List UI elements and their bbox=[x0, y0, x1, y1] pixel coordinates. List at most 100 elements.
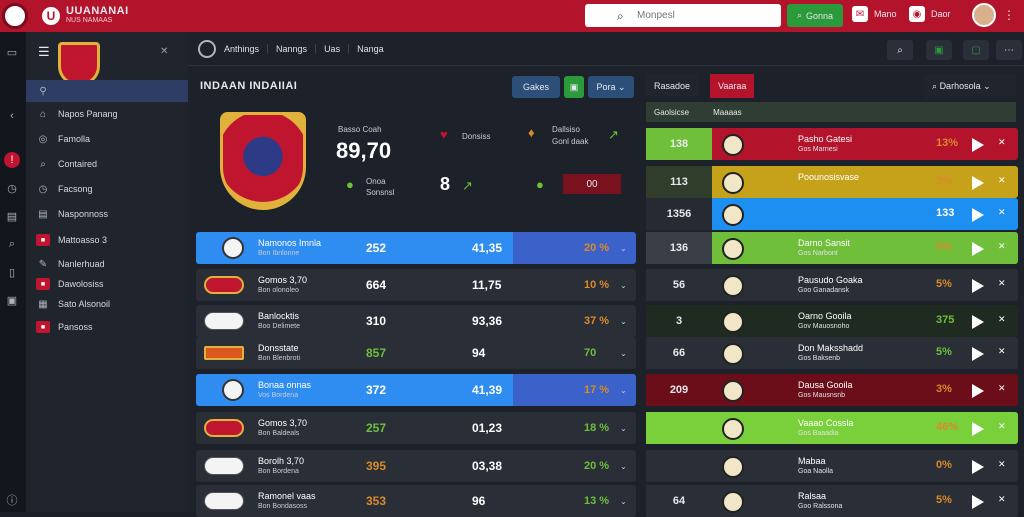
user-link[interactable]: ◉ Daor bbox=[909, 6, 951, 22]
table-row[interactable]: Gomos 3,70 Bon Baldeals 257 01,23 18 % ⌄ bbox=[196, 412, 636, 444]
close-icon[interactable]: ✕ bbox=[998, 241, 1006, 251]
tab-3[interactable]: Nanga bbox=[357, 43, 384, 54]
doc-icon[interactable]: ▯ bbox=[8, 266, 16, 279]
list-item[interactable]: Vaaao Cossla Gos Baaadia 46% ✕ bbox=[646, 412, 1018, 444]
list-item[interactable]: 3 Oarno Gooila Gov Mauosnoho 375 ✕ bbox=[646, 305, 1018, 337]
sidebar-item-7[interactable]: ✎ Nanlerhuad bbox=[26, 253, 188, 275]
back-icon[interactable]: ‹ bbox=[10, 110, 14, 122]
table-row[interactable]: Namonos Imnla Bon Ibnlonne 252 41,35 20 % ⌄ bbox=[196, 232, 636, 264]
brand-name: UUANANAI bbox=[66, 5, 129, 17]
play-icon[interactable] bbox=[972, 176, 984, 190]
close-icon[interactable]: ✕ bbox=[998, 207, 1006, 217]
table-row[interactable]: Borolh 3,70 Bon Bordena 395 03,38 20 % ⌄ bbox=[196, 450, 636, 482]
list-item[interactable]: 56 Pausudo Goaka Goo Ganadansk 5% ✕ bbox=[646, 269, 1018, 301]
chevron-down-icon[interactable]: ⌄ bbox=[620, 385, 627, 395]
row-percent: 13% bbox=[936, 137, 959, 149]
sidebar-item-5[interactable]: ▤ Nasponnoss bbox=[26, 203, 188, 225]
sidebar-item-3[interactable]: ⌕ Contaired bbox=[26, 153, 188, 175]
close-icon[interactable]: ✕ bbox=[998, 175, 1006, 185]
tab-0[interactable]: Anthings bbox=[216, 43, 269, 54]
tab-1[interactable]: Nanngs bbox=[268, 43, 317, 54]
go-button[interactable]: ⌕ Gonna bbox=[787, 4, 843, 27]
chart-icon[interactable]: ▣ bbox=[926, 40, 952, 60]
sidebar-item-1[interactable]: ⌂ Napos Panang bbox=[26, 103, 188, 125]
brand[interactable]: U UUANANAI NUS NAMAAS bbox=[42, 6, 129, 26]
close-icon[interactable]: ✕ bbox=[998, 346, 1006, 356]
collapse-icon[interactable]: ✕ bbox=[160, 46, 169, 57]
search-icon[interactable]: ⌕ bbox=[887, 40, 913, 60]
close-icon[interactable]: ✕ bbox=[998, 278, 1006, 288]
play-icon[interactable] bbox=[972, 315, 984, 329]
check-icon[interactable]: ▣ bbox=[564, 76, 584, 98]
games-button[interactable]: Gakes bbox=[512, 76, 560, 98]
list-item[interactable]: 1356 133 ✕ bbox=[646, 198, 1018, 230]
tab-2[interactable]: Uas bbox=[316, 43, 350, 54]
table-row[interactable]: Donsstate Bon Blenbroti 857 94 70 ⌄ bbox=[196, 337, 636, 369]
sidebar-item-2[interactable]: ◎ Famolla bbox=[26, 128, 188, 150]
play-icon[interactable] bbox=[972, 384, 984, 398]
table-row[interactable]: Banlocktis Boo Delimete 310 93,36 37 % ⌄ bbox=[196, 305, 636, 337]
close-icon[interactable]: ✕ bbox=[998, 383, 1006, 393]
filter-search[interactable]: ⌕ Darhosola ⌄ bbox=[924, 74, 1016, 98]
list-item[interactable]: Mabaa Goa Naolla 0% ✕ bbox=[646, 450, 1018, 482]
play-icon[interactable] bbox=[972, 460, 984, 474]
close-icon[interactable]: ✕ bbox=[998, 137, 1006, 147]
filter-dropdown[interactable]: Pora ⌄ bbox=[588, 76, 634, 98]
menu-icon[interactable]: ☰ bbox=[38, 44, 50, 59]
sidebar-item-4[interactable]: ◷ Facsong bbox=[26, 178, 188, 200]
play-icon[interactable] bbox=[972, 242, 984, 256]
panel-icon[interactable]: ▭ bbox=[6, 46, 18, 59]
chevron-down-icon[interactable]: ⌄ bbox=[620, 316, 627, 326]
alert-icon[interactable]: ! bbox=[4, 152, 20, 168]
close-icon[interactable]: ✕ bbox=[998, 494, 1006, 504]
messages-link[interactable]: ✉ Mano bbox=[852, 6, 897, 22]
row-percent: 133 bbox=[936, 207, 955, 219]
avatar[interactable] bbox=[972, 3, 996, 27]
close-icon[interactable]: ✕ bbox=[998, 314, 1006, 324]
more-icon[interactable]: ⋮ bbox=[1003, 8, 1015, 22]
clock-icon[interactable]: ◷ bbox=[7, 182, 17, 195]
sidebar-item-0[interactable]: ⚲ bbox=[26, 80, 188, 102]
table-row[interactable]: Ramonel vaas Bon Bondasoss 353 96 13 % ⌄ bbox=[196, 485, 636, 517]
sidebar-item-10[interactable]: ■ Pansoss bbox=[26, 316, 188, 338]
lock-icon[interactable]: ▣ bbox=[6, 294, 18, 307]
club-logo[interactable] bbox=[2, 3, 28, 29]
list-item[interactable]: 64 Ralsaa Goo Ralssona 5% ✕ bbox=[646, 485, 1018, 517]
table-row[interactable]: Bonaa onnas Vos Bordena 372 41,39 17 % ⌄ bbox=[196, 374, 636, 406]
chevron-down-icon[interactable]: ⌄ bbox=[620, 496, 627, 506]
chevron-down-icon[interactable]: ⌄ bbox=[620, 461, 627, 471]
play-icon[interactable] bbox=[972, 495, 984, 509]
sidebar-item-8[interactable]: ■ Dawolosiss bbox=[26, 273, 188, 295]
chevron-down-icon[interactable]: ⌄ bbox=[620, 243, 627, 253]
target-icon[interactable] bbox=[198, 39, 216, 58]
play-icon[interactable] bbox=[972, 279, 984, 293]
search-box[interactable]: ⌕ bbox=[585, 4, 781, 27]
file-icon[interactable]: ▤ bbox=[6, 210, 18, 223]
list-item[interactable]: 209 Dausa Gooila Gos Mausnsnb 3% ✕ bbox=[646, 374, 1018, 406]
chevron-down-icon[interactable]: ⌄ bbox=[620, 423, 627, 433]
table-row[interactable]: Gomos 3,70 Bon olonoleo 664 11,75 10 % ⌄ bbox=[196, 269, 636, 301]
chevron-down-icon: ⌄ bbox=[617, 81, 626, 92]
close-icon[interactable]: ✕ bbox=[998, 459, 1006, 469]
search-input[interactable] bbox=[637, 10, 777, 21]
sidebar-item-9[interactable]: ▦ Sato Alsonoil bbox=[26, 293, 188, 315]
list-item[interactable]: 113 Poounosisvase 3% ✕ bbox=[646, 166, 1018, 198]
info-icon[interactable]: ⓘ bbox=[6, 495, 18, 507]
play-icon[interactable] bbox=[972, 208, 984, 222]
window-icon[interactable]: ▢ bbox=[963, 40, 989, 60]
chevron-down-icon[interactable]: ⌄ bbox=[620, 348, 627, 358]
chevron-down-icon[interactable]: ⌄ bbox=[620, 280, 627, 290]
search-icon[interactable]: ⌕ bbox=[8, 237, 16, 250]
play-icon[interactable] bbox=[972, 422, 984, 436]
play-icon[interactable] bbox=[972, 138, 984, 152]
sidebar-item-6[interactable]: ■ Mattoasso 3 bbox=[26, 229, 188, 251]
play-icon[interactable] bbox=[972, 347, 984, 361]
list-item[interactable]: 136 Darno Sansit Gos Narbont 5% ✕ bbox=[646, 232, 1018, 264]
heart-icon[interactable]: ♥ bbox=[440, 127, 448, 142]
list-item[interactable]: 138 Pasho Gatesi Gos Marnesi 13% ✕ bbox=[646, 128, 1018, 160]
settings-icon[interactable]: ⋯ bbox=[996, 40, 1022, 60]
close-icon[interactable]: ✕ bbox=[998, 421, 1006, 431]
tab-rasadoe[interactable]: Rasadoe bbox=[646, 74, 699, 98]
tab-vaaraa[interactable]: Vaaraa bbox=[710, 74, 755, 98]
list-item[interactable]: 66 Don Maksshadd Gos Baksenb 5% ✕ bbox=[646, 337, 1018, 369]
